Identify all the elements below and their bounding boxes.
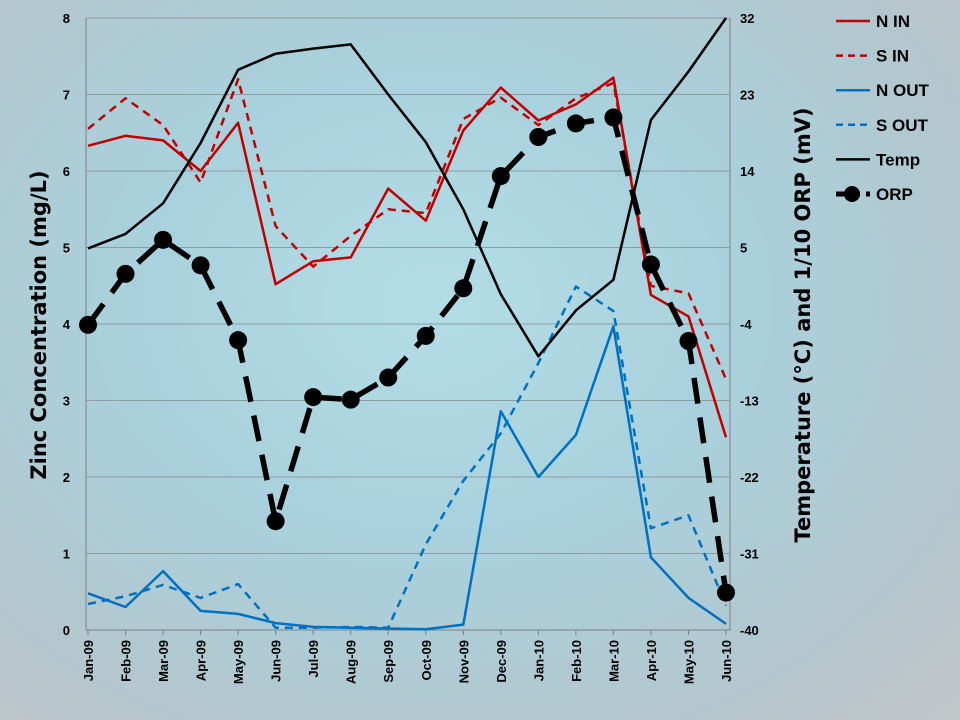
- orp-point: [604, 108, 623, 127]
- legend: N IN S IN N OUT S OUT Temp ORP: [836, 12, 930, 204]
- left-tick-label: 8: [63, 11, 70, 26]
- left-tick-label: 3: [63, 394, 70, 409]
- right-tick-label: 14: [740, 164, 755, 179]
- orp-point: [341, 390, 360, 409]
- legend-label: N IN: [876, 12, 910, 31]
- orp-point: [191, 256, 210, 275]
- series-line-n-in: [87, 76, 728, 438]
- x-tick-label: Mar-10: [606, 640, 621, 682]
- left-axis-title: Zinc Concentration (mg/L): [27, 170, 51, 479]
- x-tick-label: Aug-09: [344, 640, 359, 684]
- right-tick-label: 23: [740, 88, 754, 103]
- left-tick-label: 1: [63, 547, 70, 562]
- orp-markers: [79, 108, 735, 602]
- left-tick-label: 6: [63, 164, 70, 179]
- right-axis-tick-labels: -40 -31 -22 -13 -4 5 14 23 32: [740, 11, 759, 638]
- left-tick-label: 2: [63, 470, 70, 485]
- x-tick-label: May-10: [682, 640, 697, 684]
- axes: [85, 18, 731, 635]
- x-tick-label: Dec-09: [494, 640, 509, 683]
- gridlines: [86, 17, 730, 631]
- orp-point: [79, 315, 97, 334]
- orp-point: [416, 326, 435, 345]
- legend-label: Temp: [876, 150, 920, 169]
- orp-point: [679, 332, 698, 350]
- x-tick-label: Feb-09: [119, 640, 134, 682]
- series-line-temp: [87, 17, 728, 358]
- legend-label: S OUT: [876, 116, 929, 135]
- legend-marker: [844, 186, 860, 202]
- right-tick-label: 32: [740, 11, 754, 26]
- orp-point: [304, 388, 323, 407]
- legend-label: ORP: [876, 185, 913, 204]
- x-tick-label: Apr-09: [194, 640, 209, 681]
- left-tick-label: 5: [63, 241, 70, 256]
- orp-point: [717, 583, 735, 602]
- left-tick-label: 0: [63, 623, 70, 638]
- x-tick-label: Jul-09: [306, 640, 321, 678]
- right-tick-label: -4: [740, 317, 752, 332]
- x-tick-label: Jun-09: [269, 640, 284, 682]
- series-line-s-in: [87, 77, 728, 380]
- x-axis-tick-labels: Jan-09 Feb-09 Mar-09 Apr-09 May-09 Jun-09 Jul-…: [81, 640, 734, 684]
- orp-point: [529, 128, 548, 146]
- orp-point: [379, 368, 398, 387]
- x-tick-label: Nov-09: [456, 640, 471, 683]
- left-axis-tick-labels: 0 1 2 3 4 5 6 7 8: [63, 11, 71, 638]
- series-line-orp: [85, 114, 729, 594]
- orp-point: [454, 279, 473, 298]
- right-axis-title: Temperature (°C) and 1/10 ORP (mV): [791, 107, 815, 542]
- right-tick-label: -22: [740, 470, 759, 485]
- x-tick-label: Mar-09: [156, 640, 171, 682]
- x-tick-label: Jan-09: [81, 640, 96, 681]
- orp-point: [116, 264, 135, 283]
- legend-label: N OUT: [876, 81, 930, 100]
- orp-point: [154, 230, 173, 249]
- right-tick-label: -13: [740, 394, 759, 409]
- orp-point: [229, 331, 248, 350]
- right-tick-label: 5: [740, 241, 747, 256]
- left-tick-label: 7: [63, 88, 70, 103]
- orp-point: [266, 512, 285, 531]
- x-tick-label: Jun-10: [719, 640, 734, 682]
- series-line-n-out: [87, 325, 727, 631]
- orp-point: [641, 255, 660, 274]
- x-tick-label: Feb-10: [569, 640, 584, 682]
- right-tick-label: -40: [740, 623, 759, 638]
- orp-point: [566, 114, 585, 133]
- orp-point: [491, 167, 510, 186]
- left-tick-label: 4: [63, 317, 71, 332]
- x-tick-label: Jan-10: [531, 640, 546, 681]
- right-tick-label: -31: [740, 547, 759, 562]
- x-tick-label: Apr-10: [644, 640, 659, 681]
- x-tick-label: Oct-09: [419, 640, 434, 680]
- legend-label: S IN: [876, 47, 909, 66]
- series-line-s-out: [87, 285, 728, 629]
- x-tick-label: Sep-09: [381, 640, 396, 683]
- x-tick-label: May-09: [231, 640, 246, 684]
